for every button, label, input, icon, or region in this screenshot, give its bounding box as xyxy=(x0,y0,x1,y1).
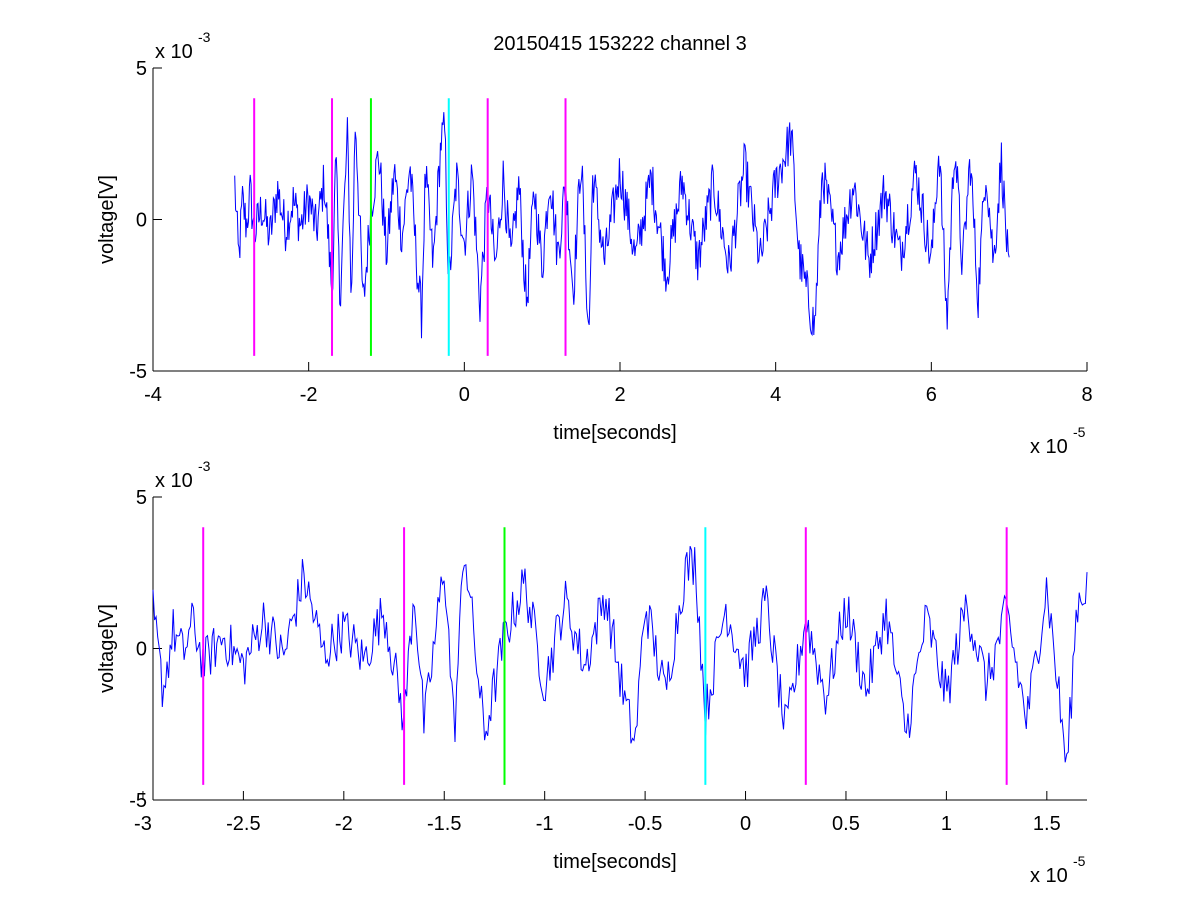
x-tick-label: 1.5 xyxy=(1033,813,1061,835)
y-exponent-power: -3 xyxy=(198,458,211,474)
x-exponent-label: x 10 xyxy=(1030,436,1068,458)
y-exponent-label: x 10 xyxy=(155,41,193,63)
x-axis-label: time[seconds] xyxy=(553,851,676,873)
x-tick-label: -0.5 xyxy=(628,813,662,835)
y-tick-label: 5 xyxy=(136,487,147,509)
x-tick-label: 0 xyxy=(740,813,751,835)
signal-trace xyxy=(234,112,1010,339)
signal-trace xyxy=(152,546,1088,763)
x-tick-label: -3 xyxy=(134,813,152,835)
x-axis-label: time[seconds] xyxy=(553,422,676,444)
y-axis-label: voltage[V] xyxy=(96,604,118,693)
x-tick-label: 6 xyxy=(926,384,937,406)
x-tick-label: 1 xyxy=(941,813,952,835)
y-tick-label: 5 xyxy=(136,58,147,80)
x-tick-label: 4 xyxy=(770,384,781,406)
y-axis-label: voltage[V] xyxy=(96,175,118,264)
x-tick-label: 8 xyxy=(1081,384,1092,406)
x-exponent-power: -5 xyxy=(1073,424,1086,440)
y-exponent-label: x 10 xyxy=(155,470,193,492)
x-tick-label: 2 xyxy=(614,384,625,406)
x-tick-label: 0.5 xyxy=(832,813,860,835)
top-plot: -5 0 5 -4 -2 0 2 4 6 8 time[seconds] voltage[V] x 10… xyxy=(96,29,1093,458)
x-tick-label: -4 xyxy=(144,384,162,406)
figure-title: 20150415 153222 channel 3 xyxy=(493,33,747,55)
x-tick-label: -1 xyxy=(536,813,554,835)
y-tick-label: 0 xyxy=(136,639,147,661)
y-tick-label: 0 xyxy=(136,210,147,232)
bottom-plot: -5 0 5 -3 -2.5 -2 -1.5 -1 -0.5 0 0.5 1 1.5 time[secon… xyxy=(96,458,1088,887)
y-tick-label: -5 xyxy=(129,790,147,812)
x-tick-label: 0 xyxy=(459,384,470,406)
y-exponent-power: -3 xyxy=(198,29,211,45)
x-exponent-label: x 10 xyxy=(1030,865,1068,887)
x-tick-label: -2 xyxy=(335,813,353,835)
x-tick-label: -2.5 xyxy=(226,813,260,835)
x-tick-label: -1.5 xyxy=(427,813,461,835)
y-tick-label: -5 xyxy=(129,361,147,383)
x-exponent-power: -5 xyxy=(1073,853,1086,869)
x-tick-label: -2 xyxy=(300,384,318,406)
